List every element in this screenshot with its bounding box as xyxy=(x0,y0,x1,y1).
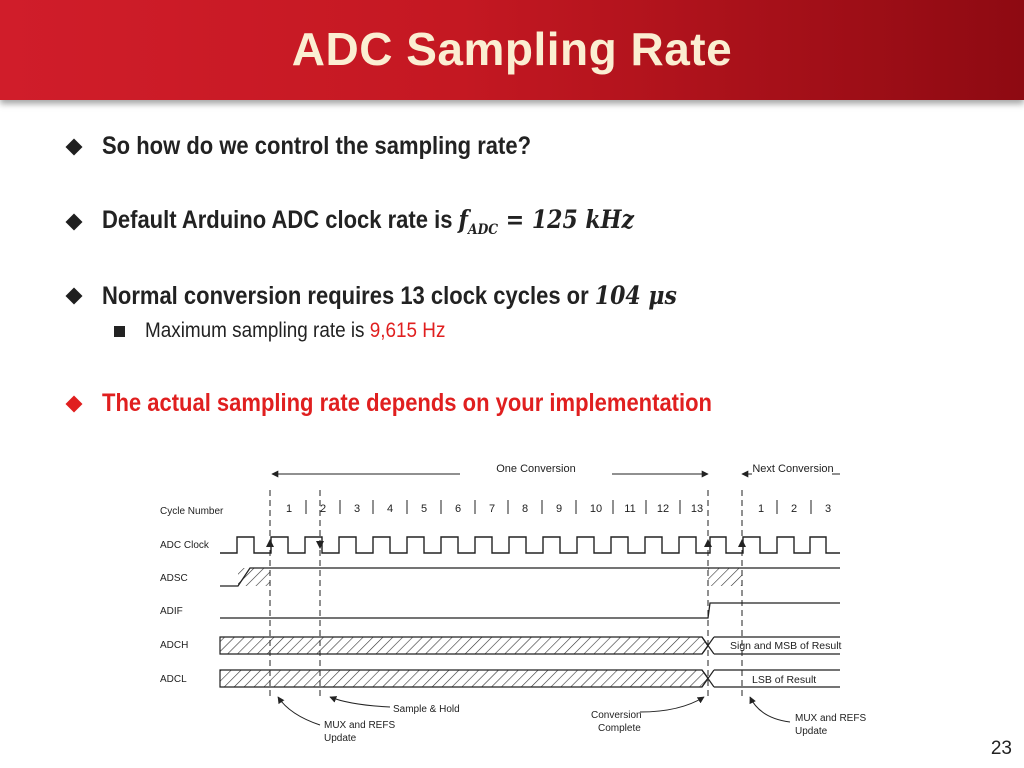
f-adc-formula: fADC = 125 kHz xyxy=(458,205,634,238)
cycle-number: 8 xyxy=(522,503,528,515)
cycle-number: 4 xyxy=(387,503,393,515)
bullet-4: The actual sampling rate depends on your… xyxy=(64,389,795,418)
row-label-adif: ADIF xyxy=(160,606,183,617)
max-sampling-rate: 9,615 Hz xyxy=(369,319,446,342)
annotation-sample-hold: Sample & Hold xyxy=(393,704,460,715)
title-bar: ADC Sampling Rate xyxy=(0,0,1024,100)
cycle-number: 1 xyxy=(286,503,292,515)
row-label-adsc: ADSC xyxy=(160,573,188,584)
cycle-number: 11 xyxy=(624,503,635,515)
bullet-2-label: Default Arduino ADC clock rate is xyxy=(102,206,459,234)
row-label-adch: ADCH xyxy=(160,640,188,651)
annotation-mux-right-2: Update xyxy=(795,726,828,737)
next-conversion-label: Next Conversion xyxy=(752,463,833,475)
one-conversion-label: One Conversion xyxy=(496,463,576,475)
annotation-conversion-2: Complete xyxy=(598,723,641,734)
cycle-number: 3 xyxy=(354,503,360,515)
annotation-mux-left-1: MUX and REFS xyxy=(324,720,395,731)
cycle-number: 5 xyxy=(421,503,427,515)
next-cycle-number: 1 xyxy=(758,503,764,515)
bullet-2-text: Default Arduino ADC clock rate is fADC =… xyxy=(102,205,634,238)
adsc-waveform xyxy=(220,567,840,587)
conversion-time: 104 μs xyxy=(594,281,677,310)
annotation-conversion-1: Conversion xyxy=(591,710,642,721)
annotation-mux-right-1: MUX and REFS xyxy=(795,713,866,724)
slide-title: ADC Sampling Rate xyxy=(291,23,733,75)
clock-edge-arrows xyxy=(266,539,746,549)
cycle-number: 7 xyxy=(489,503,495,515)
bullet-3: Normal conversion requires 13 clock cycl… xyxy=(64,281,755,311)
bullet-3-text: Normal conversion requires 13 clock cycl… xyxy=(102,281,677,311)
cycle-number: 12 xyxy=(657,503,669,515)
cycle-number: 10 xyxy=(590,503,602,515)
row-label-adc-clock: ADC Clock xyxy=(160,540,210,551)
adif-waveform xyxy=(220,602,840,619)
adcl-waveform: LSB of Result xyxy=(219,669,840,688)
row-label-cycle-number: Cycle Number xyxy=(160,506,224,517)
adc-clock-waveform xyxy=(220,536,840,554)
next-cycle-number: 2 xyxy=(791,503,797,515)
cycle-number: 9 xyxy=(556,503,562,515)
bullet-3-label: Normal conversion requires 13 clock cycl… xyxy=(102,282,595,310)
sub-bullet: Maximum sampling rate is 9,615 Hz xyxy=(114,319,479,343)
bullet-2: Default Arduino ADC clock rate is fADC =… xyxy=(64,205,706,238)
next-cycle-number: 3 xyxy=(825,503,831,515)
page-number: 23 xyxy=(990,738,1012,759)
math-subscript: ADC xyxy=(468,222,499,238)
bullet-1-text: So how do we control the sampling rate? xyxy=(102,132,532,160)
cycle-number: 13 xyxy=(691,503,703,515)
annotation-mux-left-2: Update xyxy=(324,733,357,744)
adch-result-label: Sign and MSB of Result xyxy=(730,640,842,652)
adch-waveform: Sign and MSB of Result xyxy=(219,636,842,655)
math-f: f xyxy=(458,205,469,234)
cycle-numbers: 1 2 3 4 5 6 7 8 9 10 11 12 13 1 2 3 xyxy=(286,503,831,515)
cycle-ticks xyxy=(305,500,812,514)
cycle-number: 2 xyxy=(320,503,326,515)
annotation-arrows xyxy=(277,696,791,726)
adcl-result-label: LSB of Result xyxy=(752,674,816,686)
math-value: = 125 kHz xyxy=(498,205,634,234)
sub-bullet-label: Maximum sampling rate is xyxy=(145,319,370,342)
bullet-1: So how do we control the sampling rate? xyxy=(64,132,590,161)
dashed-markers xyxy=(269,490,743,700)
square-bullet-icon xyxy=(114,325,125,337)
row-label-adcl: ADCL xyxy=(160,674,187,685)
cycle-number: 6 xyxy=(455,503,461,515)
sub-bullet-text: Maximum sampling rate is 9,615 Hz xyxy=(145,319,445,343)
bullet-4-text: The actual sampling rate depends on your… xyxy=(102,389,713,417)
